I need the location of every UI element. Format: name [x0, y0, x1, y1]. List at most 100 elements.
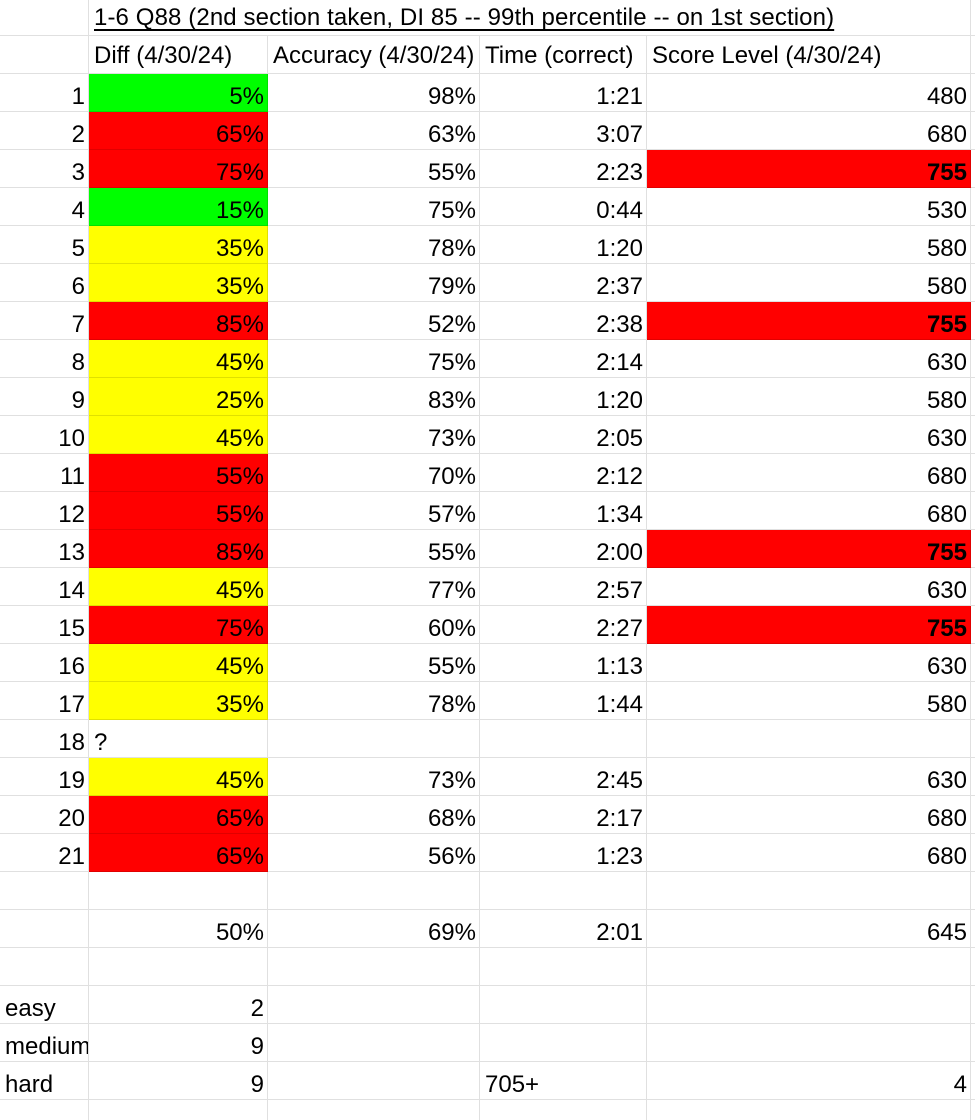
row-number-cell[interactable]: 20: [0, 796, 89, 834]
score-cell[interactable]: 755: [647, 150, 971, 188]
row-number-cell[interactable]: 17: [0, 682, 89, 720]
filler-cell[interactable]: [971, 568, 975, 606]
accuracy-cell[interactable]: 55%: [268, 150, 480, 188]
filler-cell[interactable]: [971, 378, 975, 416]
time-cell[interactable]: [480, 720, 647, 758]
time-cell[interactable]: 2:14: [480, 340, 647, 378]
accuracy-cell[interactable]: 56%: [268, 834, 480, 872]
filler-cell[interactable]: [971, 454, 975, 492]
accuracy-cell[interactable]: 78%: [268, 682, 480, 720]
score-cell[interactable]: 755: [647, 606, 971, 644]
sheet-title-cell[interactable]: 1-6 Q88 (2nd section taken, DI 85 -- 99t…: [89, 0, 971, 36]
diff-cell[interactable]: 45%: [89, 568, 268, 606]
filler-cell[interactable]: [971, 340, 975, 378]
diff-cell[interactable]: 75%: [89, 150, 268, 188]
accuracy-cell[interactable]: 55%: [268, 644, 480, 682]
diff-cell[interactable]: 75%: [89, 606, 268, 644]
difficulty-label-cell[interactable]: medium: [0, 1024, 89, 1062]
time-cell[interactable]: 0:44: [480, 188, 647, 226]
difficulty-count-cell[interactable]: 9: [89, 1062, 268, 1100]
score-cell[interactable]: 680: [647, 796, 971, 834]
row-number-cell[interactable]: 1: [0, 74, 89, 112]
row-number-cell[interactable]: 21: [0, 834, 89, 872]
header-score[interactable]: Score Level (4/30/24): [647, 36, 971, 74]
filler-cell[interactable]: [971, 226, 975, 264]
difficulty-count-cell[interactable]: 2: [89, 986, 268, 1024]
diff-cell[interactable]: 45%: [89, 644, 268, 682]
row-number-cell[interactable]: 12: [0, 492, 89, 530]
filler-cell[interactable]: [971, 264, 975, 302]
difficulty-time-cell[interactable]: [480, 1024, 647, 1062]
filler-cell[interactable]: [971, 416, 975, 454]
summary-time-cell[interactable]: 2:01: [480, 910, 647, 948]
accuracy-cell[interactable]: 77%: [268, 568, 480, 606]
accuracy-cell[interactable]: 70%: [268, 454, 480, 492]
row-number-cell[interactable]: 9: [0, 378, 89, 416]
accuracy-cell[interactable]: 73%: [268, 758, 480, 796]
score-cell[interactable]: 630: [647, 568, 971, 606]
filler-cell[interactable]: [971, 758, 975, 796]
time-cell[interactable]: 2:45: [480, 758, 647, 796]
empty-cell[interactable]: [268, 872, 480, 910]
empty-cell[interactable]: [268, 986, 480, 1024]
diff-cell[interactable]: 35%: [89, 264, 268, 302]
time-cell[interactable]: 2:23: [480, 150, 647, 188]
partial-row-cell[interactable]: [268, 1100, 480, 1120]
summary-diff-cell[interactable]: 50%: [89, 910, 268, 948]
difficulty-score-cell[interactable]: [647, 1024, 971, 1062]
row-number-cell[interactable]: 11: [0, 454, 89, 492]
diff-cell[interactable]: ?: [89, 720, 268, 758]
filler-cell[interactable]: [971, 720, 975, 758]
diff-cell[interactable]: 25%: [89, 378, 268, 416]
time-cell[interactable]: 2:57: [480, 568, 647, 606]
score-cell[interactable]: 680: [647, 454, 971, 492]
partial-row-cell[interactable]: [89, 1100, 268, 1120]
difficulty-label-cell[interactable]: hard: [0, 1062, 89, 1100]
score-cell[interactable]: 630: [647, 644, 971, 682]
score-cell[interactable]: 630: [647, 758, 971, 796]
summary-accuracy-cell[interactable]: 69%: [268, 910, 480, 948]
accuracy-cell[interactable]: 68%: [268, 796, 480, 834]
filler-cell[interactable]: [971, 606, 975, 644]
empty-cell[interactable]: [268, 948, 480, 986]
accuracy-cell[interactable]: 60%: [268, 606, 480, 644]
row-number-cell[interactable]: 10: [0, 416, 89, 454]
row-number-cell[interactable]: 6: [0, 264, 89, 302]
difficulty-time-cell[interactable]: [480, 986, 647, 1024]
filler-cell[interactable]: [971, 74, 975, 112]
score-cell[interactable]: 480: [647, 74, 971, 112]
filler-cell[interactable]: [971, 302, 975, 340]
header-time[interactable]: Time (correct): [480, 36, 647, 74]
empty-cell[interactable]: [0, 872, 89, 910]
row-number-cell[interactable]: 3: [0, 150, 89, 188]
diff-cell[interactable]: 55%: [89, 454, 268, 492]
diff-cell[interactable]: 65%: [89, 112, 268, 150]
score-cell[interactable]: 580: [647, 226, 971, 264]
empty-cell[interactable]: [268, 1024, 480, 1062]
accuracy-cell[interactable]: 83%: [268, 378, 480, 416]
cell-a-title-row[interactable]: [0, 0, 89, 36]
empty-cell[interactable]: [0, 948, 89, 986]
accuracy-cell[interactable]: 79%: [268, 264, 480, 302]
diff-cell[interactable]: 45%: [89, 758, 268, 796]
partial-row-cell[interactable]: [971, 1100, 975, 1120]
filler-cell[interactable]: [971, 150, 975, 188]
accuracy-cell[interactable]: 52%: [268, 302, 480, 340]
difficulty-count-cell[interactable]: 9: [89, 1024, 268, 1062]
cell-a-header-row[interactable]: [0, 36, 89, 74]
cell-f-title-row[interactable]: [971, 0, 975, 36]
time-cell[interactable]: 3:07: [480, 112, 647, 150]
row-number-cell[interactable]: 7: [0, 302, 89, 340]
row-number-cell[interactable]: 5: [0, 226, 89, 264]
header-accuracy[interactable]: Accuracy (4/30/24): [268, 36, 480, 74]
row-number-cell[interactable]: 13: [0, 530, 89, 568]
time-cell[interactable]: 1:44: [480, 682, 647, 720]
accuracy-cell[interactable]: 78%: [268, 226, 480, 264]
partial-row-cell[interactable]: [480, 1100, 647, 1120]
row-number-cell[interactable]: 14: [0, 568, 89, 606]
time-cell[interactable]: 1:13: [480, 644, 647, 682]
partial-row-cell[interactable]: [0, 1100, 89, 1120]
score-cell[interactable]: 680: [647, 112, 971, 150]
empty-cell[interactable]: [971, 872, 975, 910]
filler-cell[interactable]: [971, 530, 975, 568]
